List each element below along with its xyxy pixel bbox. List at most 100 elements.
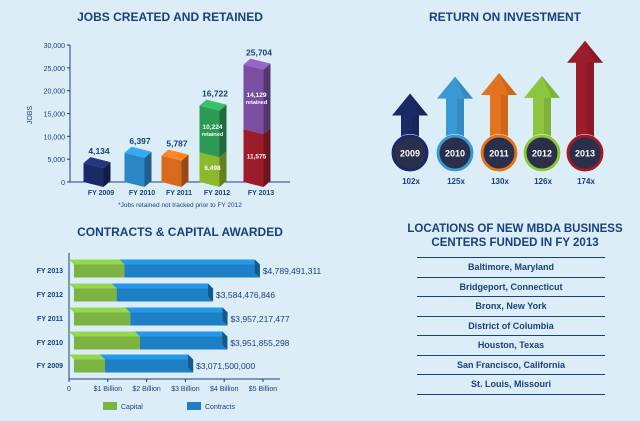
roi-circle — [523, 134, 561, 172]
jobs-total-label: 4,134 — [88, 146, 110, 156]
jobs-x-tick-label: FY 2013 — [248, 190, 274, 197]
jobs-bar-top — [243, 58, 271, 70]
contracts-chart: 0 $1 Billion $2 Billion $3 Billion $4 Billio… — [37, 253, 322, 411]
jobs-y-tick-label: 25,000 — [44, 66, 66, 73]
jobs-total-label: 6,397 — [129, 136, 151, 146]
jobs-bar-top — [161, 149, 189, 161]
jobs-footnote: *Jobs retained not tracked prior to FY 2… — [118, 202, 242, 209]
contracts-segment-capital — [74, 264, 125, 278]
contracts-x-tick-label: 0 — [67, 386, 71, 393]
location-item: District of Columbia — [417, 315, 605, 336]
roi-value-label: 130x — [491, 177, 509, 186]
locations-title-line2: CENTERS FUNDED IN FY 2013 — [431, 237, 599, 249]
jobs-bar-side — [263, 63, 271, 135]
roi-arrow-2011 — [480, 73, 518, 172]
jobs-y-tick-label: 5,000 — [47, 157, 65, 164]
contracts-y-tick-label: FY 2010 — [37, 340, 63, 347]
jobs-bar-fy-2009 — [83, 157, 111, 187]
contracts-y-tick-label: FY 2011 — [37, 316, 63, 323]
roi-arrow-2013 — [566, 40, 604, 172]
legend-contracts-label: Contracts — [205, 404, 235, 411]
jobs-bar-top — [199, 99, 227, 111]
roi-circle — [566, 134, 604, 172]
contracts-bar-fy-2010 — [69, 331, 228, 350]
contracts-bar-fy-2012 — [69, 283, 214, 302]
contracts-bar-top — [69, 331, 140, 337]
roi-year-label: 2009 — [400, 149, 420, 159]
jobs-bar-face — [83, 163, 104, 187]
contracts-x-tick-label: $1 Billion — [94, 386, 123, 393]
roi-arrow-2012 — [523, 75, 561, 172]
contracts-bar-top — [134, 331, 228, 337]
location-item: San Francisco, California — [417, 354, 605, 375]
jobs-bar-face — [124, 152, 145, 187]
roi-arrow-shade — [585, 40, 603, 153]
jobs-total-label: 16,722 — [202, 89, 228, 99]
roi-circle — [391, 134, 429, 172]
roi-circle — [436, 134, 474, 172]
contracts-bar-top — [69, 283, 117, 289]
contracts-segment-capital — [74, 312, 131, 326]
jobs-created-label: 6,498 — [204, 165, 221, 172]
contracts-segment-contracts — [116, 288, 214, 302]
jobs-bar-face — [199, 105, 220, 158]
legend-contracts-swatch — [187, 402, 201, 410]
jobs-y-tick-label: 20,000 — [44, 89, 66, 96]
contracts-y-tick-label: FY 2009 — [37, 363, 63, 370]
roi-year-label: 2011 — [489, 149, 509, 159]
jobs-bar-side — [263, 128, 271, 187]
legend-capital-label: Capital — [121, 404, 143, 411]
jobs-bar-side — [144, 151, 152, 187]
contracts-segment-capital — [74, 359, 106, 373]
contracts-bar-fy-2013 — [69, 259, 260, 278]
jobs-x-tick-label: FY 2010 — [129, 190, 155, 197]
jobs-retained-label: 14,129 — [247, 92, 267, 99]
roi-arrow-2009 — [391, 93, 429, 172]
jobs-bar-face — [161, 155, 182, 187]
jobs-bar-fy-2011 — [161, 149, 189, 187]
contracts-bar-end — [222, 331, 228, 350]
roi-arrow-shade — [499, 73, 517, 153]
jobs-bar-side — [103, 162, 111, 187]
contracts-total-label: $3,071,500,000 — [196, 361, 255, 371]
roi-value-label: 174x — [577, 177, 595, 186]
jobs-bar-side — [219, 151, 227, 187]
location-item: Houston, Texas — [417, 335, 605, 355]
contracts-bar-top — [69, 354, 106, 360]
location-item: Bronx, New York — [417, 296, 605, 316]
contracts-bar-top — [111, 283, 214, 289]
jobs-bar-face — [199, 152, 220, 187]
roi-year-label: 2010 — [445, 149, 465, 159]
contracts-bar-end — [254, 259, 260, 278]
contracts-chart-title: CONTRACTS & CAPITAL AWARDED — [77, 225, 283, 239]
jobs-total-label: 5,787 — [166, 139, 188, 149]
jobs-y-tick-label: 30,000 — [44, 43, 66, 50]
jobs-retained-label: 10,224 — [203, 124, 223, 131]
jobs-bar-fy-2010 — [124, 146, 152, 187]
contracts-total-label: $3,951,855,298 — [230, 338, 289, 348]
jobs-retained-word: retained — [246, 100, 267, 106]
contracts-bar-fy-2009 — [69, 354, 194, 373]
location-item: Baltimore, Maryland — [417, 257, 605, 277]
jobs-created-label: 11,575 — [247, 154, 267, 161]
contracts-segment-contracts — [124, 264, 260, 278]
contracts-bar-top — [100, 354, 194, 360]
contracts-bar-top — [119, 259, 260, 265]
contracts-total-label: $4,789,491,311 — [263, 266, 322, 276]
roi-year-label: 2012 — [532, 149, 552, 159]
contracts-segment-contracts — [105, 359, 194, 373]
locations-list: Baltimore, Maryland Bridgeport, Connectic… — [417, 257, 605, 395]
roi-arrow-shade — [542, 75, 560, 153]
roi-year-label: 2013 — [575, 149, 595, 159]
contracts-bar-end — [188, 354, 194, 373]
jobs-x-tick-label: FY 2009 — [88, 190, 114, 197]
contracts-bar-end — [208, 283, 214, 302]
jobs-bar-top — [83, 157, 111, 169]
roi-value-label: 125x — [447, 177, 465, 186]
contracts-y-tick-label: FY 2012 — [37, 292, 63, 299]
legend-capital-swatch — [103, 402, 117, 410]
contracts-bar-top — [125, 307, 228, 313]
jobs-bar-face — [243, 64, 264, 135]
jobs-bar-top — [124, 146, 152, 158]
contracts-x-tick-label: $5 Billion — [249, 386, 278, 393]
